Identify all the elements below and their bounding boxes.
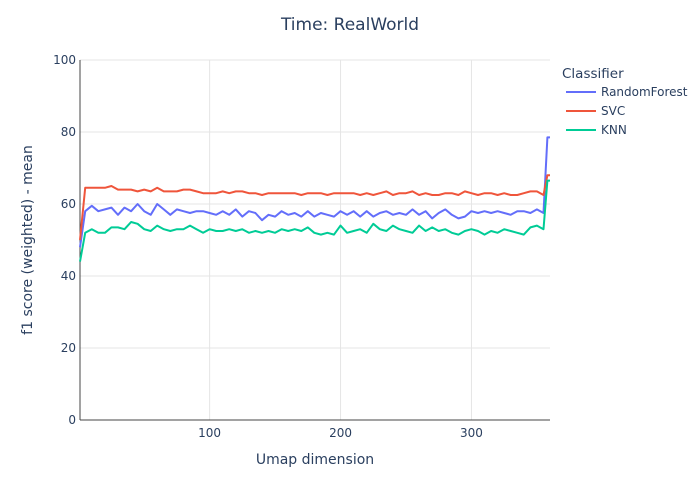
x-axis-ticks: 100 200 300 — [198, 426, 483, 440]
x-axis-label: Umap dimension — [256, 452, 374, 468]
y-tick-label: 80 — [61, 125, 76, 139]
y-tick-label: 20 — [61, 341, 76, 355]
series-line-svc[interactable] — [79, 174, 550, 241]
y-axis-ticks: 0 20 40 60 80 100 — [53, 53, 76, 427]
zero-line — [79, 60, 550, 421]
series-line-randomforest[interactable] — [79, 136, 550, 248]
legend-label: RandomForest — [601, 85, 688, 99]
chart-title: Time: RealWorld — [280, 15, 419, 35]
legend-title: Classifier — [562, 66, 624, 82]
x-tick-label: 100 — [198, 426, 221, 440]
y-axis-label: f1 score (weighted) - mean — [20, 145, 36, 335]
y-tick-label: 60 — [61, 197, 76, 211]
grid-lines — [80, 59, 550, 420]
legend[interactable]: Classifier RandomForest SVC KNN — [562, 66, 688, 137]
y-tick-label: 0 — [68, 413, 76, 427]
series-layer — [79, 136, 550, 262]
legend-item-randomforest[interactable]: RandomForest — [566, 85, 688, 99]
x-tick-label: 300 — [460, 426, 483, 440]
series-line-knn[interactable] — [79, 179, 550, 262]
legend-item-knn[interactable]: KNN — [566, 123, 627, 137]
x-tick-label: 200 — [329, 426, 352, 440]
legend-item-svc[interactable]: SVC — [566, 104, 625, 118]
y-tick-label: 40 — [61, 269, 76, 283]
legend-label: KNN — [601, 123, 627, 137]
y-tick-label: 100 — [53, 53, 76, 67]
legend-label: SVC — [601, 104, 625, 118]
